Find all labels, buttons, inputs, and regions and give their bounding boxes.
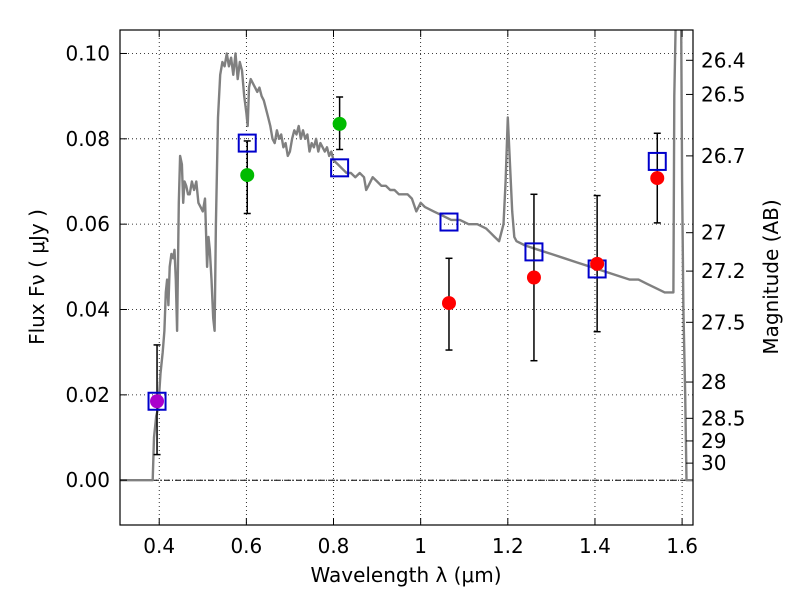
y-tick-label: 0.02 (65, 383, 110, 407)
observed-point (526, 270, 541, 285)
x-tick-label: 1.2 (492, 534, 524, 558)
model-photometry-square (330, 158, 350, 178)
x-tick-label: 0.8 (318, 534, 350, 558)
magnitude-tick-label: 26.5 (701, 82, 746, 106)
y-tick-label: 0.00 (65, 468, 110, 492)
model-sed (120, 30, 693, 482)
y-tick-label: 0.06 (65, 212, 110, 236)
model-photometry-square (439, 212, 459, 232)
x-tick-label: 1.6 (666, 534, 698, 558)
magnitude-tick-label: 28 (701, 370, 726, 394)
magnitude-tick-label: 28.5 (701, 406, 746, 430)
observed-point (590, 256, 605, 271)
data-markers (147, 116, 667, 411)
magnitude-tick-label: 27 (701, 221, 726, 245)
model-photometry-square (237, 133, 257, 153)
y-axis-ticks: 0.00 0.02 0.04 0.06 0.08 0.10 (65, 41, 127, 492)
grid (120, 30, 693, 525)
observed-point (441, 296, 456, 311)
x-tick-label: 0.4 (143, 534, 175, 558)
x-tick-label: 1.4 (579, 534, 611, 558)
x-tick-label: 1 (414, 534, 427, 558)
magnitude-tick-label: 27.2 (701, 259, 746, 283)
y-tick-label: 0.04 (65, 298, 110, 322)
magnitude-tick-label: 27.5 (701, 310, 746, 334)
y-tick-label: 0.08 (65, 127, 110, 151)
magnitude-tick-label: 29 (701, 429, 726, 453)
magnitude-tick-label: 26.4 (701, 48, 746, 72)
x-axis-label: Wavelength λ (μm) (310, 563, 501, 587)
y-tick-label: 0.10 (65, 41, 110, 65)
observed-point (240, 168, 255, 183)
model-photometry-square (647, 151, 667, 171)
magnitude-tick-label: 26.7 (701, 144, 746, 168)
model-photometry-square (524, 242, 544, 262)
model-sed-line (120, 30, 693, 482)
y-axis-label: Flux Fν ( μJy ) (25, 209, 49, 345)
observed-point (332, 116, 347, 131)
x-tick-label: 0.6 (230, 534, 262, 558)
model-photometry-square (147, 391, 167, 411)
error-bars (153, 96, 661, 456)
magnitude-tick-label: 30 (701, 451, 726, 475)
plot-frame (119, 29, 694, 526)
magnitude-axis-label: Magnitude (AB) (759, 199, 783, 354)
observed-point (650, 171, 665, 186)
x-axis-ticks: 0.4 0.6 0.8 1 1.2 1.4 1.6 (143, 30, 698, 558)
observed-point (150, 394, 165, 409)
